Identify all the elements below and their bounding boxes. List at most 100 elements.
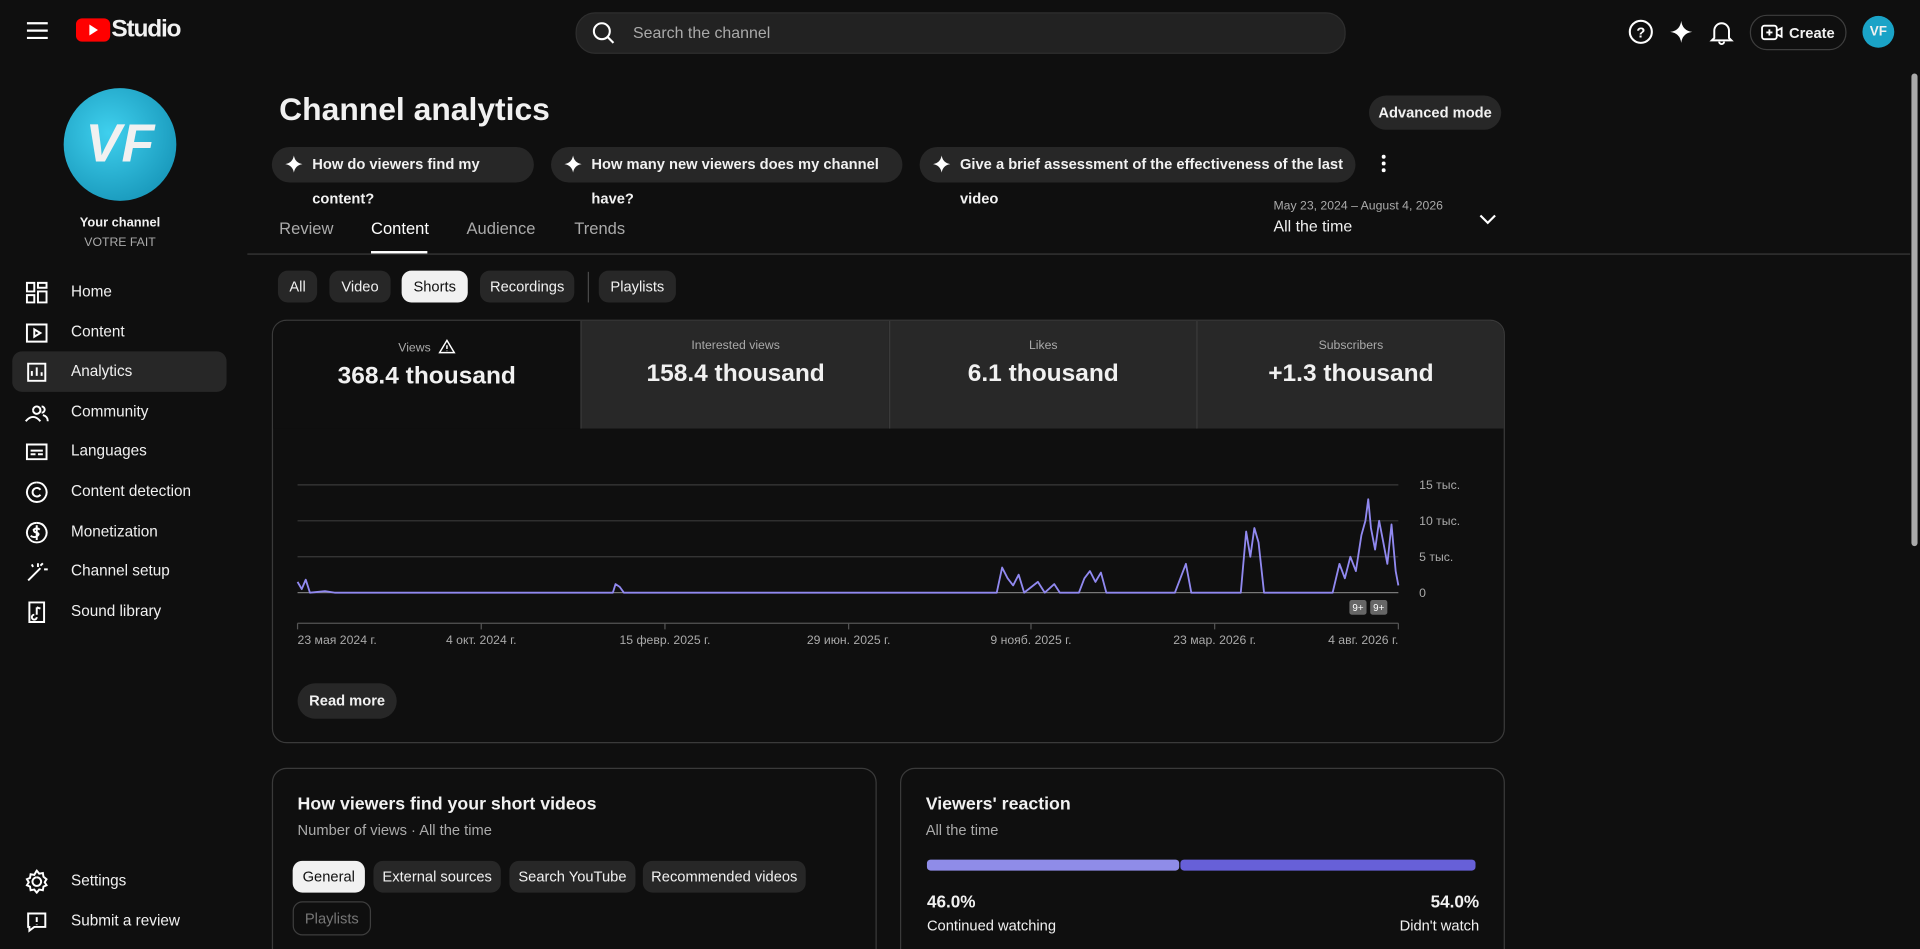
account-avatar[interactable]: VF — [1862, 15, 1895, 48]
channel-label: Your channel — [79, 215, 161, 231]
nav-item[interactable]: Submit a review — [12, 901, 226, 941]
suggestion-chip[interactable]: How do viewers find my content? — [271, 146, 534, 207]
help-icon[interactable]: ? — [1627, 18, 1654, 45]
source-chip[interactable]: External sources — [373, 860, 501, 893]
nav-label: Content — [71, 322, 125, 340]
x-tick-label: 15 февр. 2025 г. — [619, 633, 710, 647]
reaction-segment — [926, 859, 1179, 871]
filter-chip[interactable]: Shorts — [401, 270, 468, 303]
channel-avatar[interactable]: VF — [63, 88, 177, 201]
metric-label: Likes — [1028, 339, 1058, 353]
nav-label: Languages — [71, 442, 147, 460]
nav-icon — [27, 562, 48, 582]
badge — [1370, 600, 1388, 615]
read-more-button[interactable]: Read more — [297, 683, 397, 719]
nav-icon — [28, 601, 46, 623]
advanced-mode-button[interactable]: Advanced mode — [1368, 95, 1502, 130]
channel-name: VOTRE FAIT — [84, 236, 156, 250]
filter-chip[interactable]: Video — [329, 270, 391, 303]
chart: 0 5 тыс. 10 тыс. 15 тыс. 23 мая 2024 г. 4 окт… — [296, 478, 1460, 647]
suggestion-label: How do viewers find my content? — [312, 155, 480, 207]
metric-value: 158.4 thousand — [646, 360, 825, 387]
nav-icon — [27, 911, 47, 933]
metric-tile[interactable]: Views 368.4 thousand — [273, 320, 581, 429]
metric-tile[interactable]: Subscribers +1.3 thousand — [1196, 320, 1504, 429]
filter-chip[interactable]: Recordings — [480, 270, 575, 303]
nav-item[interactable]: Monetization — [12, 511, 226, 551]
icon-shape — [26, 521, 48, 543]
source-chip[interactable]: Playlists — [292, 901, 372, 936]
card-subtitle: Number of views · All the time — [297, 821, 492, 839]
tab[interactable]: Trends — [574, 219, 626, 238]
nav-icon — [25, 443, 48, 461]
x-tick-label: 23 мая 2024 г. — [298, 633, 377, 647]
suggestion-label: How many new viewers does my channel hav… — [591, 155, 879, 207]
icon-shape — [25, 869, 48, 894]
badge-label: 9+ — [1352, 603, 1363, 614]
create-button[interactable]: Create — [1749, 14, 1847, 51]
icon-shape — [25, 323, 48, 343]
nav-item[interactable]: Content detection — [12, 471, 226, 511]
metric-label: Views — [273, 338, 580, 355]
menu-icon[interactable] — [24, 20, 51, 42]
tab[interactable]: Review — [279, 219, 334, 238]
nav-item[interactable]: Home — [12, 272, 226, 312]
filter-separator — [587, 271, 589, 303]
tab-underline — [371, 251, 428, 254]
source-chip[interactable]: General — [292, 860, 365, 893]
metric-label: Subscribers — [1318, 339, 1384, 353]
nav-icon — [25, 323, 48, 343]
date-range[interactable]: May 23, 2024 – August 4, 2026 — [1273, 199, 1443, 214]
metric-tile[interactable]: Likes 6.1 thousand — [888, 320, 1197, 429]
suggestion-chip[interactable]: How many new viewers does my channel hav… — [551, 146, 903, 207]
bell-icon[interactable] — [1708, 18, 1735, 46]
nav-item[interactable]: Analytics — [12, 351, 227, 393]
nav-icon — [25, 869, 48, 894]
badge — [1349, 600, 1367, 615]
spark-icon[interactable] — [1668, 18, 1695, 45]
source-chip[interactable]: Search YouTube — [509, 860, 636, 893]
source-chip[interactable]: Recommended videos — [642, 860, 806, 893]
tab[interactable]: Content — [371, 219, 429, 238]
nav-item[interactable]: Channel setup — [12, 551, 226, 591]
y-tick-label: 0 — [1419, 586, 1426, 600]
icon-shape — [437, 338, 456, 354]
nav-item[interactable]: Settings — [12, 861, 226, 901]
svg-text:?: ? — [1636, 25, 1645, 41]
nav-label: Monetization — [71, 522, 158, 540]
icon-shape — [25, 281, 48, 304]
metric-tile[interactable]: Interested views 158.4 thousand — [580, 320, 890, 429]
tab-divider — [247, 253, 1911, 255]
scrollbar-thumb[interactable] — [1911, 73, 1918, 547]
create-label: Create — [1788, 24, 1835, 42]
x-tick-label: 4 авг. 2026 г. — [1328, 633, 1398, 647]
suggestion-chip[interactable]: Give a brief assessment of the effective… — [919, 146, 1356, 207]
reaction-card: Viewers' reaction All the time 46.0% Cont… — [900, 767, 1505, 949]
card-subtitle: All the time — [925, 821, 999, 839]
nav-label: Sound library — [71, 602, 162, 620]
nav-icon — [27, 362, 47, 383]
period[interactable]: All the time — [1273, 216, 1353, 236]
search-box[interactable]: Search the channel — [575, 12, 1346, 54]
logo-text[interactable]: Studio — [111, 15, 181, 43]
icon-shape — [27, 562, 48, 582]
nav-item[interactable]: Sound library — [12, 591, 226, 631]
reaction-label: Continued watching — [926, 917, 1057, 935]
nav-item[interactable]: Community — [12, 392, 226, 432]
tab[interactable]: Audience — [466, 219, 536, 238]
period-chevron[interactable] — [1478, 211, 1498, 228]
logo-icon[interactable] — [75, 17, 113, 44]
more-icon[interactable] — [1376, 152, 1391, 176]
filter-chip[interactable]: Playlists — [598, 270, 676, 303]
nav-item[interactable]: Languages — [12, 431, 226, 471]
warning-icon — [437, 338, 456, 354]
suggestion-label: Give a brief assessment of the effective… — [960, 155, 1344, 207]
spark-icon — [933, 155, 951, 173]
card-title: Viewers' reaction — [925, 794, 1071, 815]
icon-shape — [24, 405, 49, 422]
metric-value: 6.1 thousand — [967, 360, 1119, 387]
nav-item[interactable]: Content — [12, 312, 226, 352]
filter-chip[interactable]: All — [277, 270, 318, 303]
